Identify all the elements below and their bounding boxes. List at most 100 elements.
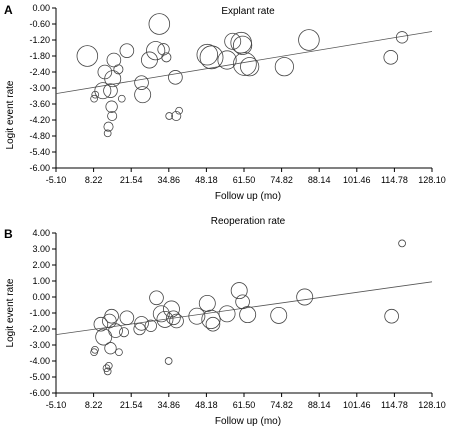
- data-point: [134, 75, 149, 90]
- x-tick-label: 21.54: [120, 400, 143, 410]
- x-tick-label: 8.22: [85, 400, 103, 410]
- y-tick-label: -1.80: [29, 51, 50, 61]
- x-tick-label: 61.50: [233, 175, 256, 185]
- x-tick-label: 114.78: [381, 400, 408, 410]
- y-tick-label: -4.20: [29, 115, 50, 125]
- data-point: [395, 31, 409, 44]
- data-point: [91, 345, 99, 354]
- data-point: [144, 319, 157, 332]
- y-tick-label: 4.00: [32, 228, 50, 238]
- data-point: [119, 43, 135, 58]
- data-point: [119, 310, 135, 326]
- data-point: [105, 100, 118, 113]
- y-tick-label: -1.00: [29, 308, 50, 318]
- x-axis-label: Follow up (mo): [215, 416, 281, 427]
- data-point: [134, 86, 152, 104]
- y-tick-label: -3.00: [29, 83, 50, 93]
- data-point: [134, 316, 149, 331]
- x-ticks: -5.10 8.22 21.54 34.86 48.18 61.50 74.82 88.14 1…: [46, 168, 446, 185]
- data-point: [188, 307, 206, 325]
- data-point: [383, 50, 399, 65]
- data-point: [104, 361, 113, 370]
- data-point: [218, 305, 236, 323]
- x-tick-label: 101.46: [343, 400, 371, 410]
- data-point: [205, 316, 221, 332]
- y-tick-label: 2.00: [32, 260, 50, 270]
- data-point: [171, 111, 182, 122]
- data-point: [166, 310, 181, 326]
- x-tick-label: -5.10: [46, 400, 67, 410]
- y-tick-label: 3.00: [32, 244, 50, 254]
- data-point: [108, 323, 123, 338]
- data-point: [175, 106, 183, 115]
- x-tick-label: 88.14: [308, 175, 331, 185]
- data-point: [117, 94, 126, 103]
- y-tick-label: 0.00: [32, 3, 50, 13]
- data-point: [94, 82, 112, 100]
- data-point: [230, 282, 248, 300]
- data-point: [95, 328, 113, 346]
- data-point: [224, 32, 242, 50]
- data-point: [398, 239, 406, 248]
- y-tick-label: -5.40: [29, 147, 50, 157]
- data-point: [298, 29, 320, 51]
- panel-letter: B: [4, 227, 13, 241]
- x-tick-label: 88.14: [308, 400, 331, 410]
- data-point: [168, 70, 183, 85]
- data-point: [106, 52, 122, 68]
- data-point: [201, 309, 221, 329]
- y-tick-label: -2.40: [29, 67, 50, 77]
- data-point: [104, 342, 117, 355]
- data-point: [93, 316, 109, 332]
- data-point: [270, 306, 288, 324]
- data-point: [103, 129, 112, 138]
- data-point: [107, 111, 118, 122]
- y-ticks: 4.00 3.00 2.00 1.00 0.00 -1.00 -2.00 -3.00 -4.00…: [29, 228, 56, 398]
- data-point: [146, 41, 166, 61]
- data-point: [102, 364, 111, 373]
- x-tick-label: 8.22: [85, 175, 103, 185]
- x-tick-label: 128.10: [418, 175, 446, 185]
- y-tick-label: 1.00: [32, 276, 50, 286]
- x-tick-label: 74.82: [270, 400, 293, 410]
- data-point: [103, 83, 118, 98]
- y-tick-label: -3.60: [29, 99, 50, 109]
- regression-line-group: [55, 31, 433, 94]
- data-point: [104, 70, 122, 88]
- x-tick-label: 74.82: [270, 175, 293, 185]
- x-tick-label: -5.10: [46, 175, 67, 185]
- y-tick-label: -4.80: [29, 131, 50, 141]
- panel-b: B Reoperation rate Logit event rate Foll…: [4, 216, 446, 427]
- y-tick-label: -0.60: [29, 19, 50, 29]
- y-tick-label: -6.00: [29, 163, 50, 173]
- x-tick-label: 21.54: [120, 175, 143, 185]
- data-point: [239, 306, 257, 324]
- x-ticks: -5.10 8.22 21.54 34.86 48.18 61.50 74.82 88.14 1…: [46, 393, 446, 410]
- data-point: [149, 290, 164, 306]
- data-point: [232, 35, 253, 55]
- data-point: [133, 322, 146, 336]
- y-tick-label: -2.00: [29, 324, 50, 334]
- data-point: [384, 308, 399, 324]
- data-point: [165, 112, 174, 120]
- data-point: [152, 305, 170, 323]
- data-point: [196, 43, 219, 66]
- y-ticks: 0.00 -0.60 -1.20 -1.80 -2.40 -3.00 -3.60 -4.20 -…: [29, 3, 56, 173]
- y-tick-label: 0.00: [32, 292, 50, 302]
- data-point: [296, 288, 314, 306]
- y-tick-label: -5.00: [29, 372, 50, 382]
- x-tick-label: 114.78: [381, 175, 408, 185]
- chart-title: Reoperation rate: [211, 216, 286, 227]
- data-point: [115, 348, 123, 357]
- data-point: [104, 308, 119, 324]
- regression-line: [55, 31, 433, 94]
- data-point: [169, 313, 184, 329]
- data-point: [90, 94, 98, 103]
- data-point: [113, 64, 124, 75]
- y-tick-label: -3.00: [29, 340, 50, 350]
- x-tick-label: 34.86: [158, 400, 181, 410]
- y-axis-label: Logit event rate: [5, 278, 16, 347]
- data-point: [76, 45, 99, 67]
- data-point: [91, 90, 100, 99]
- y-tick-label: -1.20: [29, 35, 50, 45]
